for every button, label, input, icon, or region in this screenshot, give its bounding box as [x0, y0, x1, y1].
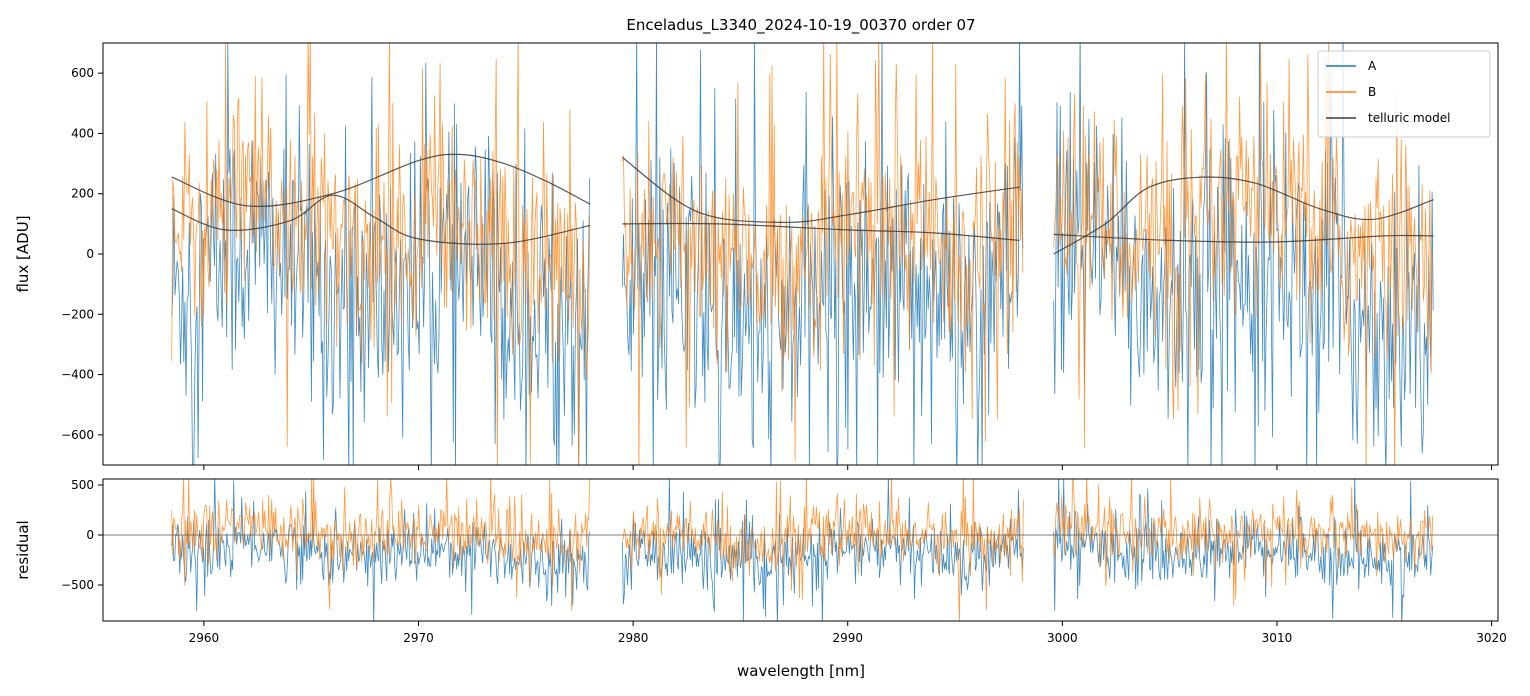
main-y-tick-label: 200	[71, 187, 94, 201]
legend-label-b: B	[1368, 85, 1376, 99]
legend-label-telluric: telluric model	[1368, 111, 1450, 125]
x-tick-label: 2980	[618, 631, 649, 645]
residual-b-segment-2	[622, 479, 1024, 621]
main-y-tick-label: 400	[71, 126, 94, 140]
telluric-lower-curve-2	[622, 222, 1020, 241]
telluric-upper-curve-3	[1053, 176, 1434, 255]
residual-b-segment-1	[171, 479, 591, 612]
x-tick-label: 3010	[1262, 631, 1293, 645]
series-b-segment-2	[622, 43, 1024, 465]
y-axis-label-main: flux [ADU]	[14, 215, 32, 292]
main-panel: −600 −400 −200 0 200 400 600	[61, 42, 1499, 470]
x-tick-label: 2990	[832, 631, 863, 645]
main-y-tick-label: 600	[71, 66, 94, 80]
main-y-tick-label: −600	[61, 428, 94, 442]
x-axis-label: wavelength [nm]	[737, 662, 865, 680]
residual-frame	[102, 478, 1499, 622]
x-tick-label: 3020	[1476, 631, 1507, 645]
x-tick-label: 2960	[189, 631, 220, 645]
x-tick-label: 2970	[403, 631, 434, 645]
residual-y-tick-label: −500	[61, 578, 94, 592]
series-b-segment-1	[171, 43, 591, 465]
series-a-segment-1	[171, 43, 591, 465]
x-tick-label: 3000	[1047, 631, 1078, 645]
series-b-segment-3	[1053, 43, 1434, 465]
telluric-lower-curve-1	[171, 194, 591, 245]
series-a-segment-2	[622, 43, 1024, 465]
legend: A B telluric model	[1317, 50, 1491, 138]
residual-plot-area	[103, 479, 1498, 621]
y-axis-label-residual: residual	[14, 520, 32, 579]
residual-b-segment-3	[1053, 479, 1434, 606]
telluric-upper-curve-1	[171, 153, 591, 207]
main-y-tick-label: −400	[61, 368, 94, 382]
main-y-tick-label: −200	[61, 307, 94, 321]
main-plot-area	[171, 43, 1434, 465]
residual-y-tick-label: 500	[71, 478, 94, 492]
chart-title: Enceladus_L3340_2024-10-19_00370 order 0…	[626, 16, 975, 35]
telluric-lower-curve-3	[1053, 233, 1434, 243]
residual-a-segment-2	[622, 479, 1024, 621]
series-a-segment-3	[1053, 43, 1434, 465]
residual-panel: −500 0 500 2960 2970 2980 2990 3000 3010 3020	[61, 478, 1507, 645]
main-y-tick-label: 0	[86, 247, 94, 261]
residual-y-tick-label: 0	[86, 528, 94, 542]
legend-box	[1317, 50, 1491, 138]
legend-label-a: A	[1368, 59, 1377, 73]
telluric-upper-curve-2	[622, 157, 1020, 224]
